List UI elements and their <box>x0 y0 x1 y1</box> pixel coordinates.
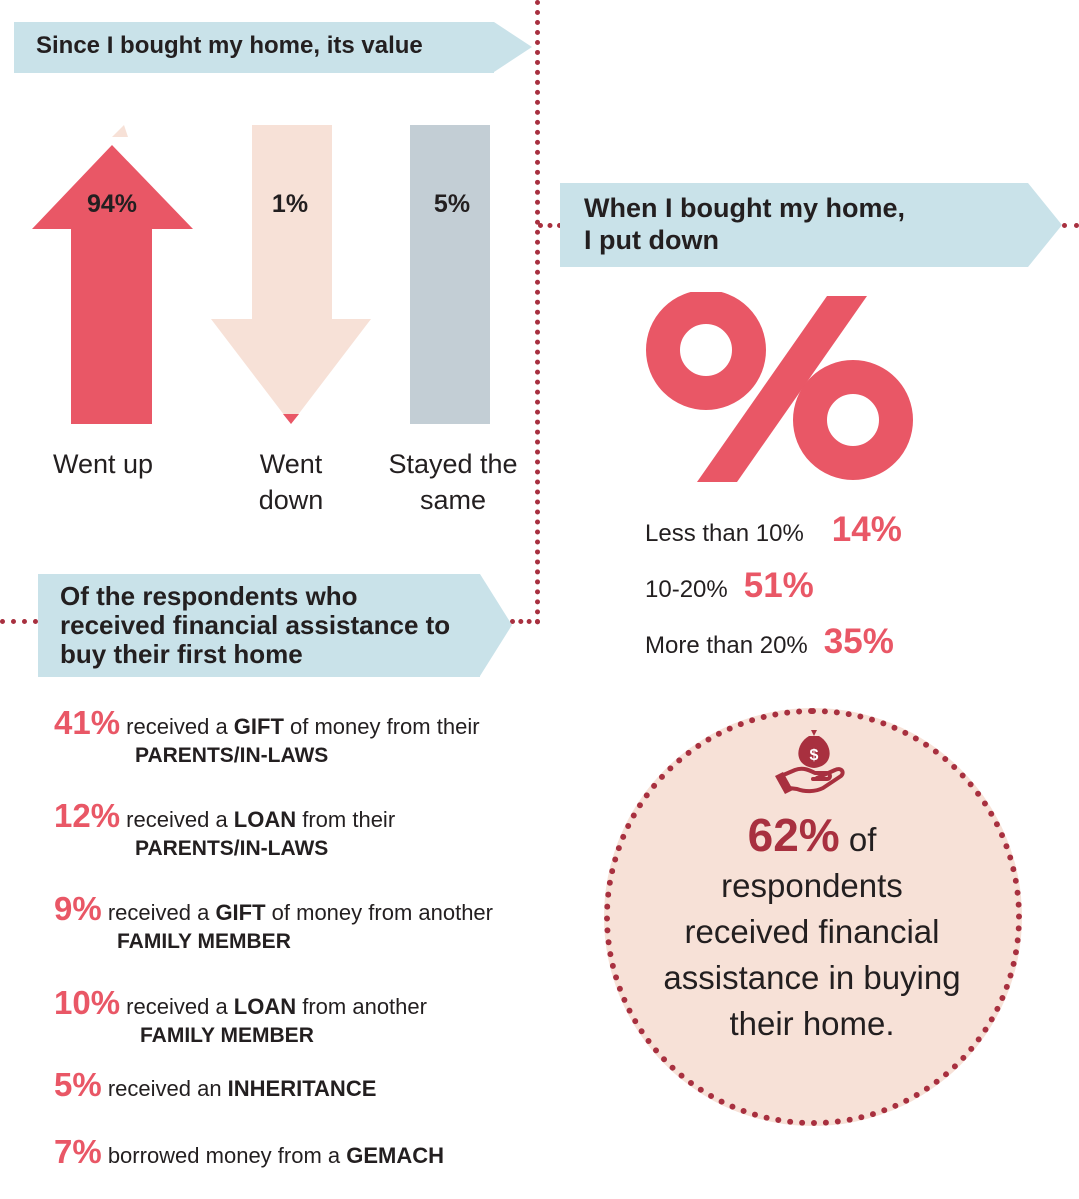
assistance-source: PARENTS/IN-LAWS <box>135 837 329 860</box>
assistance-text: from another <box>296 994 427 1019</box>
assistance-title-line3: buy their first home <box>60 639 303 669</box>
went-up-value: 94% <box>86 190 138 218</box>
assistance-title-line2: received financial assistance to <box>60 610 451 640</box>
down-payment-title-banner: When I bought my home, I put down <box>560 183 1062 267</box>
assistance-source: FAMILY MEMBER <box>117 930 291 953</box>
assistance-pct: 12% <box>54 797 121 834</box>
summary-text-line3: received financial <box>684 913 940 950</box>
down-payment-label: More than 20% <box>645 632 808 659</box>
money-bag-in-hand-icon: $ <box>775 730 845 794</box>
down-payment-value: 51% <box>743 566 814 605</box>
went-up-label: Went up <box>18 446 188 482</box>
down-payment-label: Less than 10% <box>645 520 804 547</box>
summary-pct: 62% <box>747 809 840 861</box>
assistance-item: 10% received a LOAN from another FAMILY … <box>54 984 427 1048</box>
assistance-text: of money from another <box>265 900 493 925</box>
assistance-source: FAMILY MEMBER <box>140 1024 314 1047</box>
horizontal-divider-dots-right-edge <box>1062 223 1079 228</box>
assistance-text: borrowed money from a <box>101 1143 347 1168</box>
horizontal-divider-dots-left <box>0 619 38 624</box>
assistance-text: of money from their <box>283 714 480 739</box>
summary-text: 62% of respondents received financial as… <box>630 812 994 1047</box>
assistance-pct: 9% <box>54 890 102 927</box>
assistance-item: 12% received a LOAN from their PARENTS/I… <box>54 797 395 861</box>
assistance-item: 5% received an INHERITANCE <box>54 1066 376 1104</box>
down-payment-title-line2: I put down <box>584 225 719 255</box>
assistance-key: GIFT <box>233 714 284 739</box>
assistance-text: from their <box>296 807 396 832</box>
summary-text-line4: assistance in buying <box>663 959 961 996</box>
assistance-key: INHERITANCE <box>227 1076 377 1101</box>
went-down-label: Went down <box>206 446 376 518</box>
vertical-divider-dots <box>535 0 540 625</box>
went-down-arrow-fill <box>283 414 299 424</box>
value-title-banner: Since I bought my home, its value <box>14 22 532 73</box>
assistance-key: LOAN <box>233 994 297 1019</box>
horizontal-divider-dots-mid <box>510 619 540 624</box>
assistance-item: 7% borrowed money from a GEMACH <box>54 1133 444 1171</box>
assistance-text: received a <box>101 900 216 925</box>
down-payment-row: More than 20% 35% <box>645 622 894 662</box>
summary-text-line5: their home. <box>729 1005 895 1042</box>
stayed-same-label: Stayed the same <box>370 446 536 518</box>
stayed-same-label-line2: same <box>419 485 487 515</box>
assistance-pct: 41% <box>54 704 121 741</box>
assistance-key: GEMACH <box>346 1143 445 1168</box>
percent-symbol-icon <box>646 292 913 482</box>
summary-text-line1: of <box>839 821 877 858</box>
down-payment-value: 35% <box>823 622 894 661</box>
assistance-pct: 7% <box>54 1133 102 1170</box>
stayed-same-label-line1: Stayed the <box>388 449 518 479</box>
down-payment-value: 14% <box>831 510 902 549</box>
assistance-text: received an <box>101 1076 228 1101</box>
went-down-arrow-shape <box>211 125 371 424</box>
stayed-same-value: 5% <box>433 190 471 218</box>
went-up-arrow <box>32 125 193 424</box>
assistance-text: received a <box>120 807 234 832</box>
down-payment-row: Less than 10% 14% <box>645 510 902 550</box>
went-down-label-line1: Went <box>259 449 323 479</box>
value-title: Since I bought my home, its value <box>36 32 423 59</box>
horizontal-divider-dots-right <box>538 223 562 228</box>
stayed-same-bar <box>410 125 490 424</box>
assistance-pct: 10% <box>54 984 121 1021</box>
svg-text:$: $ <box>810 747 819 764</box>
value-change-chart <box>32 125 490 424</box>
went-up-label-line1: Went up <box>52 449 154 479</box>
assistance-key: GIFT <box>215 900 266 925</box>
summary-text-line2: respondents <box>721 867 903 904</box>
assistance-key: LOAN <box>233 807 297 832</box>
went-down-arrow <box>211 125 371 424</box>
down-payment-row: 10-20% 51% <box>645 566 814 606</box>
assistance-text: received a <box>120 994 234 1019</box>
assistance-pct: 5% <box>54 1066 102 1103</box>
assistance-title-banner: Of the respondents who received financia… <box>38 574 512 677</box>
went-down-value: 1% <box>271 190 309 218</box>
went-down-label-line2: down <box>258 485 324 515</box>
assistance-source: PARENTS/IN-LAWS <box>135 744 329 767</box>
went-up-arrow-shape <box>32 145 193 424</box>
assistance-title-line1: Of the respondents who <box>60 581 358 611</box>
assistance-item: 41% received a GIFT of money from their … <box>54 704 480 768</box>
down-payment-label: 10-20% <box>645 576 728 603</box>
assistance-text: received a <box>120 714 234 739</box>
down-payment-title-line1: When I bought my home, <box>584 193 905 223</box>
assistance-item: 9% received a GIFT of money from another… <box>54 890 493 954</box>
